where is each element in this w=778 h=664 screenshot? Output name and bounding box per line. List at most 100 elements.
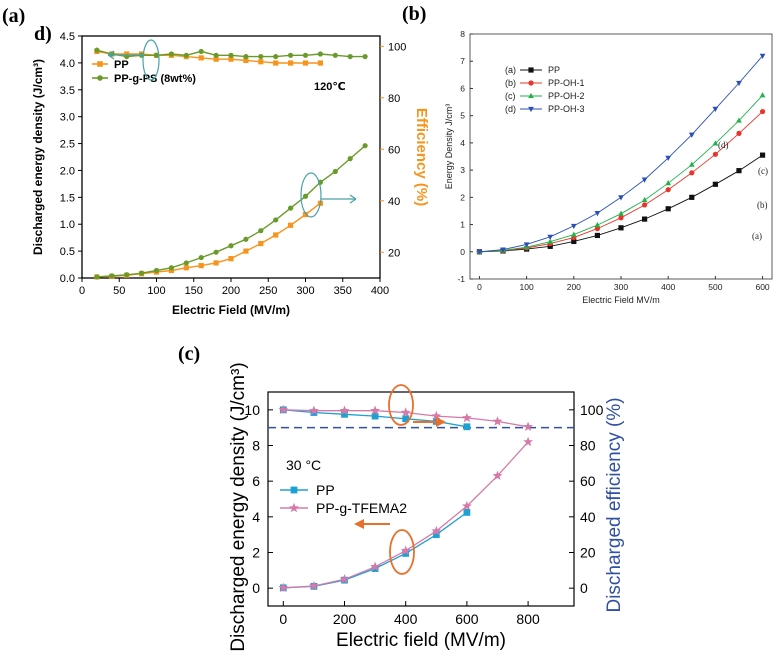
series-line-a	[96, 50, 321, 64]
data-point-a	[288, 60, 294, 66]
data-point-a	[347, 53, 353, 60]
data-point-b	[641, 202, 648, 208]
data-point-c	[462, 500, 472, 511]
data-point-a	[243, 53, 249, 60]
data-point-c	[432, 531, 440, 539]
x-tick-label-a: 200	[222, 285, 240, 297]
data-point-a	[317, 60, 323, 66]
data-point-a	[288, 52, 294, 58]
highlight-ellipse-c2	[389, 529, 415, 575]
y-tick-label-a: 1.5	[60, 192, 75, 204]
data-point-b	[547, 234, 554, 240]
data-point-b	[712, 140, 719, 146]
data-point-b	[618, 225, 624, 231]
y2-tick-label-a: 40	[388, 196, 400, 208]
legend-tag-b: (d)	[505, 104, 516, 114]
y-tick-label-a: 3.5	[60, 85, 75, 97]
y2-tick-label-c: 20	[580, 545, 596, 561]
data-point-a	[288, 222, 294, 228]
legend-label-a: PP-g-PS (8wt%)	[114, 73, 196, 85]
data-point-c	[463, 423, 471, 431]
legend-b: (a) PP (b) PP-OH-1 (c) PP-OH-2 (d) PP-OH-3	[505, 65, 585, 114]
data-point-a	[94, 274, 100, 280]
x-tick-label-b: 500	[708, 282, 722, 292]
x-tick-label-c: 600	[455, 611, 479, 627]
panel-c: (c)0 200 400 600 8000246810020406080100Elect…	[178, 343, 625, 652]
data-point-a	[302, 211, 309, 218]
data-point-c	[278, 582, 289, 592]
data-point-b	[618, 215, 624, 221]
x-tick-label-a: 0	[79, 285, 85, 297]
data-point-a	[168, 267, 174, 274]
data-point-b	[712, 181, 718, 187]
data-point-c	[492, 416, 503, 426]
y-tick-label-b: 5	[460, 111, 465, 121]
data-point-b	[736, 117, 742, 123]
y-tick-label-a: 3.0	[60, 112, 75, 124]
data-point-a	[213, 52, 219, 58]
data-point-b	[759, 53, 766, 59]
data-point-a	[273, 60, 279, 66]
x-tick-label-b: 300	[614, 282, 628, 292]
x-axis-title-c: Electric field (MV/m)	[336, 630, 506, 651]
data-point-b	[665, 206, 671, 212]
data-point-a	[243, 57, 249, 64]
data-point-a	[347, 156, 353, 162]
data-point-a	[153, 267, 160, 274]
data-point-c	[431, 410, 442, 421]
legend-label-c: PP-g-TFEMA2	[316, 500, 407, 516]
series-c-1	[278, 436, 533, 592]
data-point-a	[302, 60, 309, 66]
y2-axis-title-a: Efficiency (%)	[413, 108, 430, 206]
series-a-1	[94, 143, 368, 280]
data-point-b	[618, 195, 624, 201]
panel-label-c: (c)	[178, 343, 200, 365]
y2-tick-label-c: 0	[580, 580, 588, 596]
data-point-a	[94, 47, 100, 53]
left-arrow-a	[107, 50, 143, 60]
x-axis-title-b: Electric Field MV/m	[582, 295, 660, 305]
data-point-c	[462, 412, 472, 423]
data-point-b	[736, 168, 742, 174]
y-axis-title-c: Discharged energy density (J/cm³)	[228, 362, 249, 651]
series-c-0	[279, 508, 471, 592]
y-axis-title-a: Discharged energy density (J/cm³)	[31, 59, 45, 255]
y-tick-label-b: 4	[460, 138, 465, 148]
legend-label-b: PP-OH-1	[548, 78, 585, 88]
data-point-b	[594, 226, 601, 232]
legend-marker-b	[528, 67, 534, 73]
panel-a: (a) d) 0 50 100 150 200 250 300 350 400 0.0 0.5 1.0 1.…	[2, 5, 430, 317]
data-point-b	[641, 196, 648, 203]
data-point-b	[736, 80, 742, 87]
right-arrow-head-c	[436, 417, 446, 427]
series-line-a	[96, 202, 321, 278]
legend-marker-c	[289, 502, 299, 513]
data-point-a	[362, 143, 368, 149]
curve-tag-b: (c)	[758, 166, 768, 176]
data-point-c	[278, 404, 289, 414]
y-axis-title-b: Energy Density J/cm³	[444, 104, 454, 190]
y2-tick-label-a: 60	[388, 144, 400, 156]
x-tick-label-a: 50	[113, 285, 125, 297]
y-tick-label-c: 0	[252, 580, 260, 596]
data-point-b	[523, 242, 530, 248]
data-point-a	[258, 59, 264, 65]
data-point-c	[402, 415, 410, 423]
data-point-a	[213, 249, 219, 255]
data-point-b	[665, 155, 672, 161]
data-point-a	[153, 52, 160, 58]
y2-tick-label-c: 80	[580, 438, 596, 454]
data-point-b	[547, 243, 553, 249]
temperature-annotation-c: 30 °C	[286, 457, 321, 473]
y-tick-label-c: 4	[252, 509, 260, 525]
data-point-a	[258, 240, 264, 247]
series-line-b	[479, 55, 763, 253]
legend-tag-b: (b)	[505, 78, 516, 88]
data-point-c	[400, 407, 411, 417]
series-b-3	[476, 53, 766, 255]
highlight-ellipse-a2	[300, 172, 322, 218]
data-point-c	[431, 525, 442, 536]
legend-label-b: PP	[548, 65, 560, 75]
data-point-c	[309, 405, 319, 415]
x-tick-label-a: 150	[185, 285, 203, 297]
